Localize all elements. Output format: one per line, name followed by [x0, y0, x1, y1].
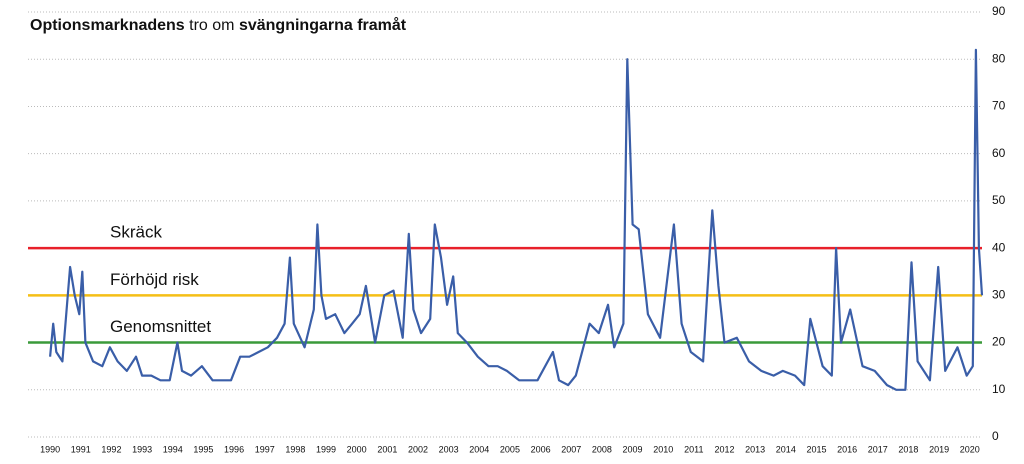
reference-label: Förhöjd risk [110, 270, 199, 289]
x-tick-label: 2014 [776, 444, 796, 454]
x-tick-label: 2004 [469, 444, 489, 454]
x-tick-label: 2010 [653, 444, 673, 454]
x-tick-label: 2000 [347, 444, 367, 454]
x-tick-label: 2015 [806, 444, 826, 454]
y-tick-label: 30 [992, 288, 1006, 302]
x-tick-label: 1998 [285, 444, 305, 454]
title-part: Optionsmarknadens [30, 17, 185, 34]
x-tick-label: 2020 [960, 444, 980, 454]
y-tick-label: 20 [992, 335, 1006, 349]
x-tick-label: 2016 [837, 444, 857, 454]
x-tick-label: 2009 [623, 444, 643, 454]
title-part: svängningarna framåt [239, 16, 407, 34]
x-tick-label: 2019 [929, 444, 949, 454]
x-tick-label: 2001 [377, 444, 397, 454]
x-tick-label: 2006 [531, 444, 551, 454]
x-tick-label: 2011 [684, 444, 703, 454]
y-tick-label: 50 [992, 193, 1006, 207]
x-tick-label: 2003 [439, 444, 459, 454]
x-tick-label: 2012 [714, 444, 734, 454]
x-tick-label: 2005 [500, 444, 520, 454]
x-tick-label: 2007 [561, 444, 581, 454]
x-tick-label: 1994 [163, 444, 183, 454]
y-tick-label: 60 [992, 146, 1006, 160]
x-tick-label: 1993 [132, 444, 152, 454]
reference-label: Skräck [110, 223, 162, 242]
y-tick-label: 80 [992, 51, 1006, 65]
x-tick-label: 1992 [101, 444, 121, 454]
chart-title: Optionsmarknadens tro om svängningarna f… [30, 16, 407, 34]
x-tick-label: 1995 [193, 444, 213, 454]
y-tick-label: 40 [992, 240, 1006, 254]
data-line [49, 48, 984, 391]
x-tick-label: 2013 [745, 444, 765, 454]
reference-label: Genomsnittet [110, 317, 211, 336]
y-tick-label: 90 [992, 4, 1006, 18]
x-tick-label: 2017 [868, 444, 888, 454]
y-tick-label: 10 [992, 382, 1006, 396]
y-tick-label: 0 [992, 429, 999, 443]
x-tick-label: 1996 [224, 444, 244, 454]
x-tick-label: 1999 [316, 444, 336, 454]
x-tick-label: 2018 [898, 444, 918, 454]
x-tick-label: 1997 [255, 444, 275, 454]
x-tick-label: 2008 [592, 444, 612, 454]
title-part: tro om [189, 17, 234, 34]
x-tick-label: 2002 [408, 444, 428, 454]
x-tick-label: 1990 [40, 444, 60, 454]
y-tick-label: 70 [992, 99, 1006, 113]
x-tick-label: 1991 [71, 444, 91, 454]
